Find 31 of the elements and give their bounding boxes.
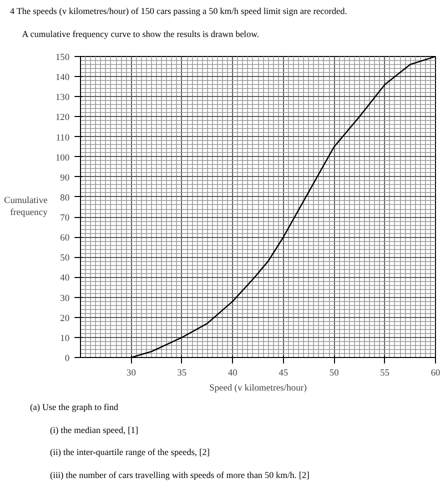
x-tick-label: 30	[126, 368, 136, 378]
text: (iii) the number of cars travelling with speeds of more than 50 km/h. [2]	[50, 469, 310, 482]
y-tick-label: 70	[60, 213, 70, 224]
text: (ii) the inter-quartile range of the speeds, [2]	[50, 446, 210, 460]
y-tick-label: 90	[60, 173, 70, 184]
x-tick-label: 45	[278, 368, 288, 378]
y-tick-label: 130	[56, 92, 70, 103]
x-axis-title: Speed (v kilometres/hour)	[209, 383, 307, 394]
chart-subtitle: A cumulative frequency curve to show the results is drawn below.	[22, 28, 260, 41]
y-axis-title: Cumulative frequency	[4, 196, 48, 218]
y-tick-label: 100	[56, 153, 70, 164]
y-tick-label: 110	[56, 132, 70, 143]
x-tick-label: 55	[380, 368, 390, 378]
x-tick-label: 35	[177, 368, 187, 378]
text: (i) the median speed, [1]	[50, 424, 138, 436]
x-tick-label: 50	[329, 368, 340, 378]
y-tick-label: 50	[60, 253, 70, 264]
y-tick-label: 150	[56, 52, 70, 63]
y-tick-label: 60	[60, 233, 70, 244]
y-tick-label: 40	[60, 273, 70, 284]
y-tick-label: 120	[56, 112, 70, 123]
y-tick-label: 20	[60, 314, 70, 324]
y-tick-label: 10	[60, 334, 70, 344]
y-tick-label: 80	[60, 193, 70, 204]
y-tick-label: 0	[64, 354, 70, 364]
y-tick-label: 140	[56, 72, 70, 83]
x-tick-label: 40	[228, 368, 238, 378]
chart-title: 4 The speeds (v kilometres/hour) of 150 cars passing a 50 km/h speed limit sign are recorded.	[10, 5, 347, 18]
x-tick-label: 60	[430, 368, 440, 378]
y-tick-label: 30	[60, 293, 70, 304]
text: (a) Use the graph to find	[30, 400, 118, 414]
